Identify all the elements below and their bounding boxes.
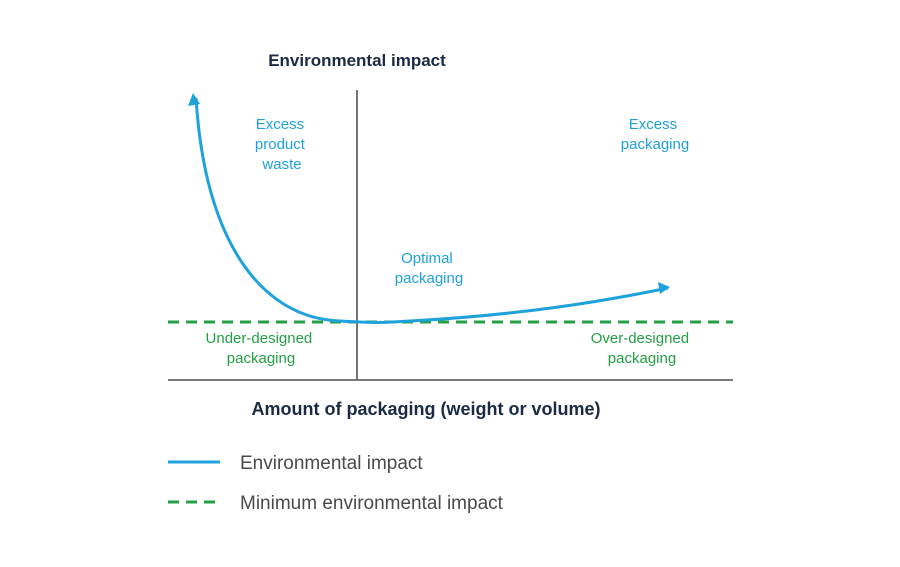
legend-minimum-label: Minimum environmental impact — [240, 493, 504, 514]
label-excess-product-waste: Excess product waste — [255, 116, 309, 173]
label-excess-packaging: Excess packaging — [621, 116, 689, 153]
y-axis-title: Environmental impact — [268, 51, 446, 70]
environmental-impact-curve — [194, 97, 669, 324]
curve-left-arrowhead-icon — [188, 93, 200, 106]
curve-right-arrowhead-icon — [658, 282, 670, 294]
legend-impact-label: Environmental impact — [240, 453, 423, 474]
label-over-designed-packaging: Over-designed packaging — [591, 330, 694, 367]
label-under-designed-packaging: Under-designed packaging — [206, 330, 317, 367]
label-optimal-packaging: Optimal packaging — [395, 250, 463, 287]
x-axis-title: Amount of packaging (weight or volume) — [251, 399, 600, 419]
